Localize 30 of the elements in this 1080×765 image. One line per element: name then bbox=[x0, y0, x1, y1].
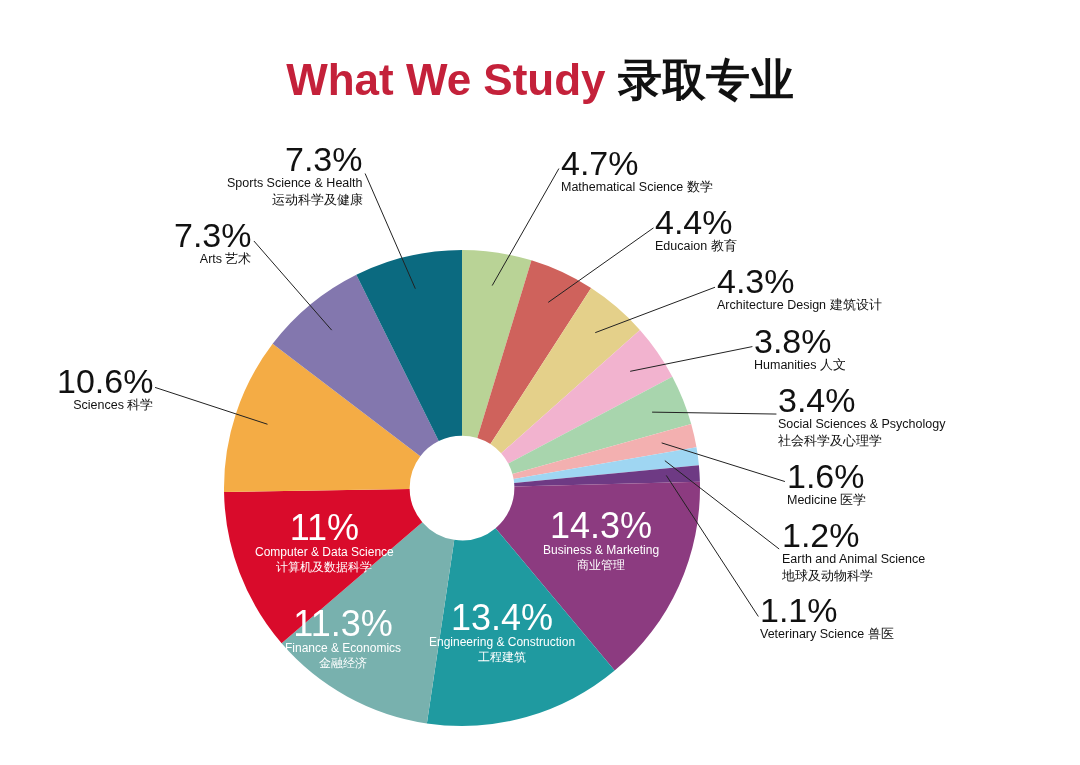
donut-slice bbox=[513, 447, 699, 483]
data-label: 1.2% bbox=[782, 516, 860, 554]
slice-label: Sports Science & Health 运动科学及健康 bbox=[227, 176, 363, 207]
slice-label: Social Sciences & Psychology 社会科学及心理学 bbox=[778, 417, 947, 448]
donut-slice bbox=[224, 343, 421, 493]
donut-slice bbox=[512, 423, 697, 480]
donut-slice bbox=[490, 288, 640, 454]
slice-label: Earth and Animal Science 地球及动物科学 bbox=[781, 552, 926, 583]
donut-slice bbox=[477, 260, 592, 445]
data-label: 1.1% bbox=[760, 591, 838, 629]
slice-label: Humanities 人文 bbox=[754, 358, 846, 373]
data-label: 7.3% bbox=[285, 140, 363, 178]
donut-slice bbox=[514, 465, 700, 487]
slice-label: Educaion 教育 bbox=[655, 238, 737, 254]
data-label: 4.7% bbox=[561, 144, 639, 182]
donut-slice bbox=[501, 329, 673, 464]
data-label: 4.3% bbox=[717, 262, 795, 300]
chart-title: What We Study 录取专业 bbox=[286, 55, 794, 105]
donut-slice bbox=[356, 250, 462, 442]
slice-label: Architecture Design 建筑设计 bbox=[717, 298, 882, 313]
slice-label: Sciences 科学 bbox=[73, 398, 154, 413]
donut-slice bbox=[462, 250, 532, 438]
data-label: 3.4% bbox=[778, 381, 856, 419]
donut-slice bbox=[272, 274, 439, 457]
data-label: 11% bbox=[289, 507, 360, 548]
slice-label: Medicine 医学 bbox=[787, 493, 867, 508]
donut-slice bbox=[508, 376, 692, 474]
slice-label: Veterinary Science 兽医 bbox=[760, 627, 894, 642]
slice-label: Arts 艺术 bbox=[199, 252, 252, 267]
slice-label: Mathematical Science 数学 bbox=[561, 180, 713, 195]
